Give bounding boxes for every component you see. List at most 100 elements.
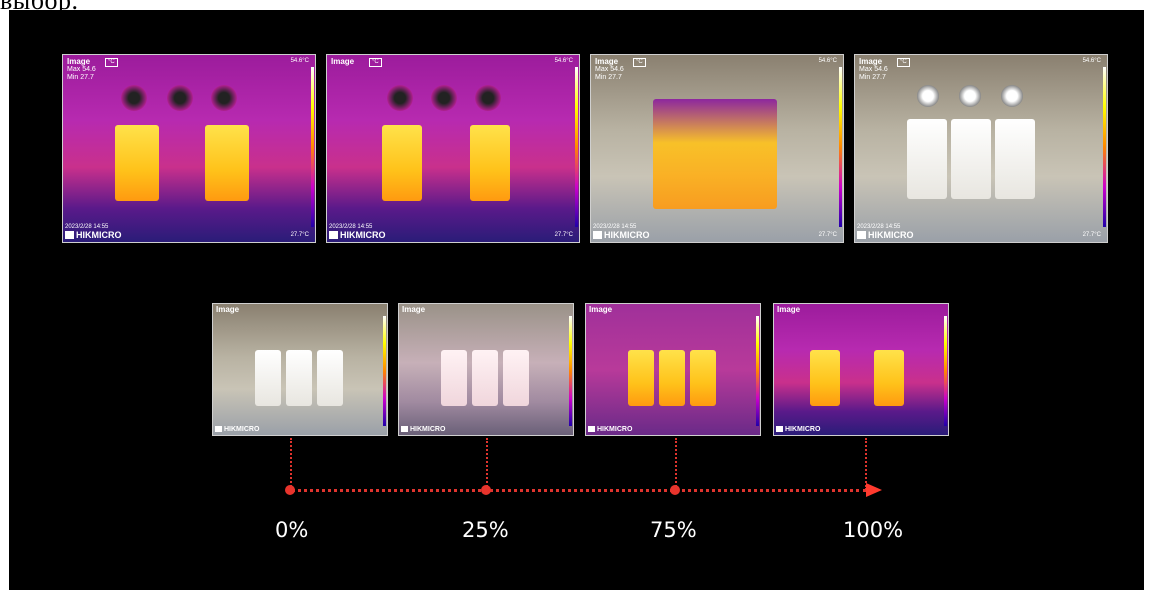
fuse-body — [472, 350, 498, 406]
color-scale-bar — [839, 67, 842, 227]
scale-min-label: 27.7°C — [554, 232, 573, 238]
label-0-percent: 0% — [275, 518, 309, 542]
timeline-node-0 — [285, 485, 295, 495]
label-75-percent: 75% — [650, 518, 697, 542]
hud-max-label: Max — [595, 66, 609, 73]
brand-logo: HIKMICRO — [776, 426, 820, 433]
color-scale-bar — [575, 67, 578, 227]
fuse-body — [907, 119, 947, 199]
connector-75 — [675, 438, 677, 490]
color-scale-bar — [756, 316, 759, 426]
fuse-cap — [211, 85, 237, 111]
fuse-cap — [431, 85, 457, 111]
brand-icon — [401, 426, 408, 432]
hud-readout: Image — [589, 306, 612, 314]
fuse-cap — [1001, 85, 1023, 107]
fuse-body — [690, 350, 716, 406]
thermal-image-top-1: Image Max 54.6 Min 27.7 °C 54.6°C 27.7°C… — [62, 54, 316, 243]
hud-max-value: 54.6 — [610, 66, 624, 73]
hud-max-value: 54.6 — [874, 66, 888, 73]
hud-title: Image — [859, 57, 883, 66]
color-scale-bar — [944, 316, 947, 426]
hud-min-value: 27.7 — [80, 74, 94, 81]
visible-image-top-4: Image Max 54.6 Min 27.7 °C 54.6°C 27.7°C… — [854, 54, 1108, 243]
timeline-line — [291, 489, 867, 492]
fuse-body — [810, 350, 840, 406]
fuse-body — [653, 99, 777, 209]
scale-min-label: 27.7°C — [818, 232, 837, 238]
hud-min-value: 27.7 — [608, 74, 622, 81]
unit-badge: °C — [897, 58, 910, 67]
scale-max-label: 54.6°C — [290, 58, 309, 64]
timestamp: 2023/2/28 14:55 — [857, 224, 901, 230]
timestamp: 2023/2/28 14:55 — [65, 224, 109, 230]
scale-max-label: 54.6°C — [554, 58, 573, 64]
hud-readout: Image Max 54.6 Min 27.7 — [67, 58, 96, 82]
brand-name: HIKMICRO — [224, 426, 260, 433]
brand-icon — [588, 426, 595, 432]
fuse-body — [115, 125, 159, 201]
color-scale-bar — [311, 67, 314, 227]
hud-readout: Image — [216, 306, 239, 314]
hud-readout: Image — [402, 306, 425, 314]
brand-logo: HIKMICRO — [588, 426, 632, 433]
unit-badge: °C — [369, 58, 382, 67]
brand-name: HIKMICRO — [410, 426, 446, 433]
hud-title: Image — [777, 305, 801, 314]
hud-title: Image — [595, 57, 619, 66]
fuse-body — [470, 125, 510, 201]
fusion-25-percent-image: Image HIKMICRO — [398, 303, 574, 436]
hud-title: Image — [589, 305, 613, 314]
scale-max-label: 54.6°C — [1082, 58, 1101, 64]
fuse-body — [659, 350, 685, 406]
fusion-0-percent-image: Image HIKMICRO — [212, 303, 388, 436]
hud-readout: Image — [331, 58, 354, 66]
brand-name: HIKMICRO — [868, 230, 914, 240]
brand-name: HIKMICRO — [597, 426, 633, 433]
brand-icon — [593, 231, 602, 239]
fuse-body — [503, 350, 529, 406]
fuse-body — [205, 125, 249, 201]
label-25-percent: 25% — [462, 518, 509, 542]
hud-max-label: Max — [67, 66, 81, 73]
timestamp: 2023/2/28 14:55 — [593, 224, 637, 230]
blended-image-top-3: Image Max 54.6 Min 27.7 °C 54.6°C 27.7°C… — [590, 54, 844, 243]
fuse-body — [317, 350, 343, 406]
fuse-body — [995, 119, 1035, 199]
hud-title: Image — [67, 57, 91, 66]
fusion-100-percent-image: Image HIKMICRO — [773, 303, 949, 436]
thermal-image-top-2: Image °C 54.6°C 27.7°C 2023/2/28 14:55 H… — [326, 54, 580, 243]
hud-readout: Image Max 54.6 Min 27.7 — [595, 58, 624, 82]
color-scale-bar — [383, 316, 386, 426]
fusion-75-percent-image: Image HIKMICRO — [585, 303, 761, 436]
brand-logo: HIKMICRO — [401, 426, 445, 433]
fuse-body — [628, 350, 654, 406]
unit-badge: °C — [633, 58, 646, 67]
connector-0 — [290, 438, 292, 490]
hud-title: Image — [402, 305, 426, 314]
scale-max-label: 54.6°C — [818, 58, 837, 64]
timeline-node-25 — [481, 485, 491, 495]
brand-logo: HIKMICRO — [329, 230, 386, 240]
hud-min-label: Min — [67, 74, 79, 81]
label-100-percent: 100% — [843, 518, 904, 542]
fuse-body — [441, 350, 467, 406]
scale-min-label: 27.7°C — [290, 232, 309, 238]
brand-name: HIKMICRO — [340, 230, 386, 240]
hud-max-value: 54.6 — [82, 66, 96, 73]
scale-min-label: 27.7°C — [1082, 232, 1101, 238]
brand-icon — [215, 426, 222, 432]
brand-logo: HIKMICRO — [593, 230, 650, 240]
hud-readout: Image Max 54.6 Min 27.7 — [859, 58, 888, 82]
connector-25 — [486, 438, 488, 490]
brand-icon — [776, 426, 783, 432]
brand-logo: HIKMICRO — [857, 230, 914, 240]
brand-icon — [857, 231, 866, 239]
timeline-node-75 — [670, 485, 680, 495]
fuse-cap — [917, 85, 939, 107]
fuse-body — [286, 350, 312, 406]
color-scale-bar — [1103, 67, 1106, 227]
fuse-body — [874, 350, 904, 406]
fuse-cap — [167, 85, 193, 111]
brand-icon — [65, 231, 74, 239]
